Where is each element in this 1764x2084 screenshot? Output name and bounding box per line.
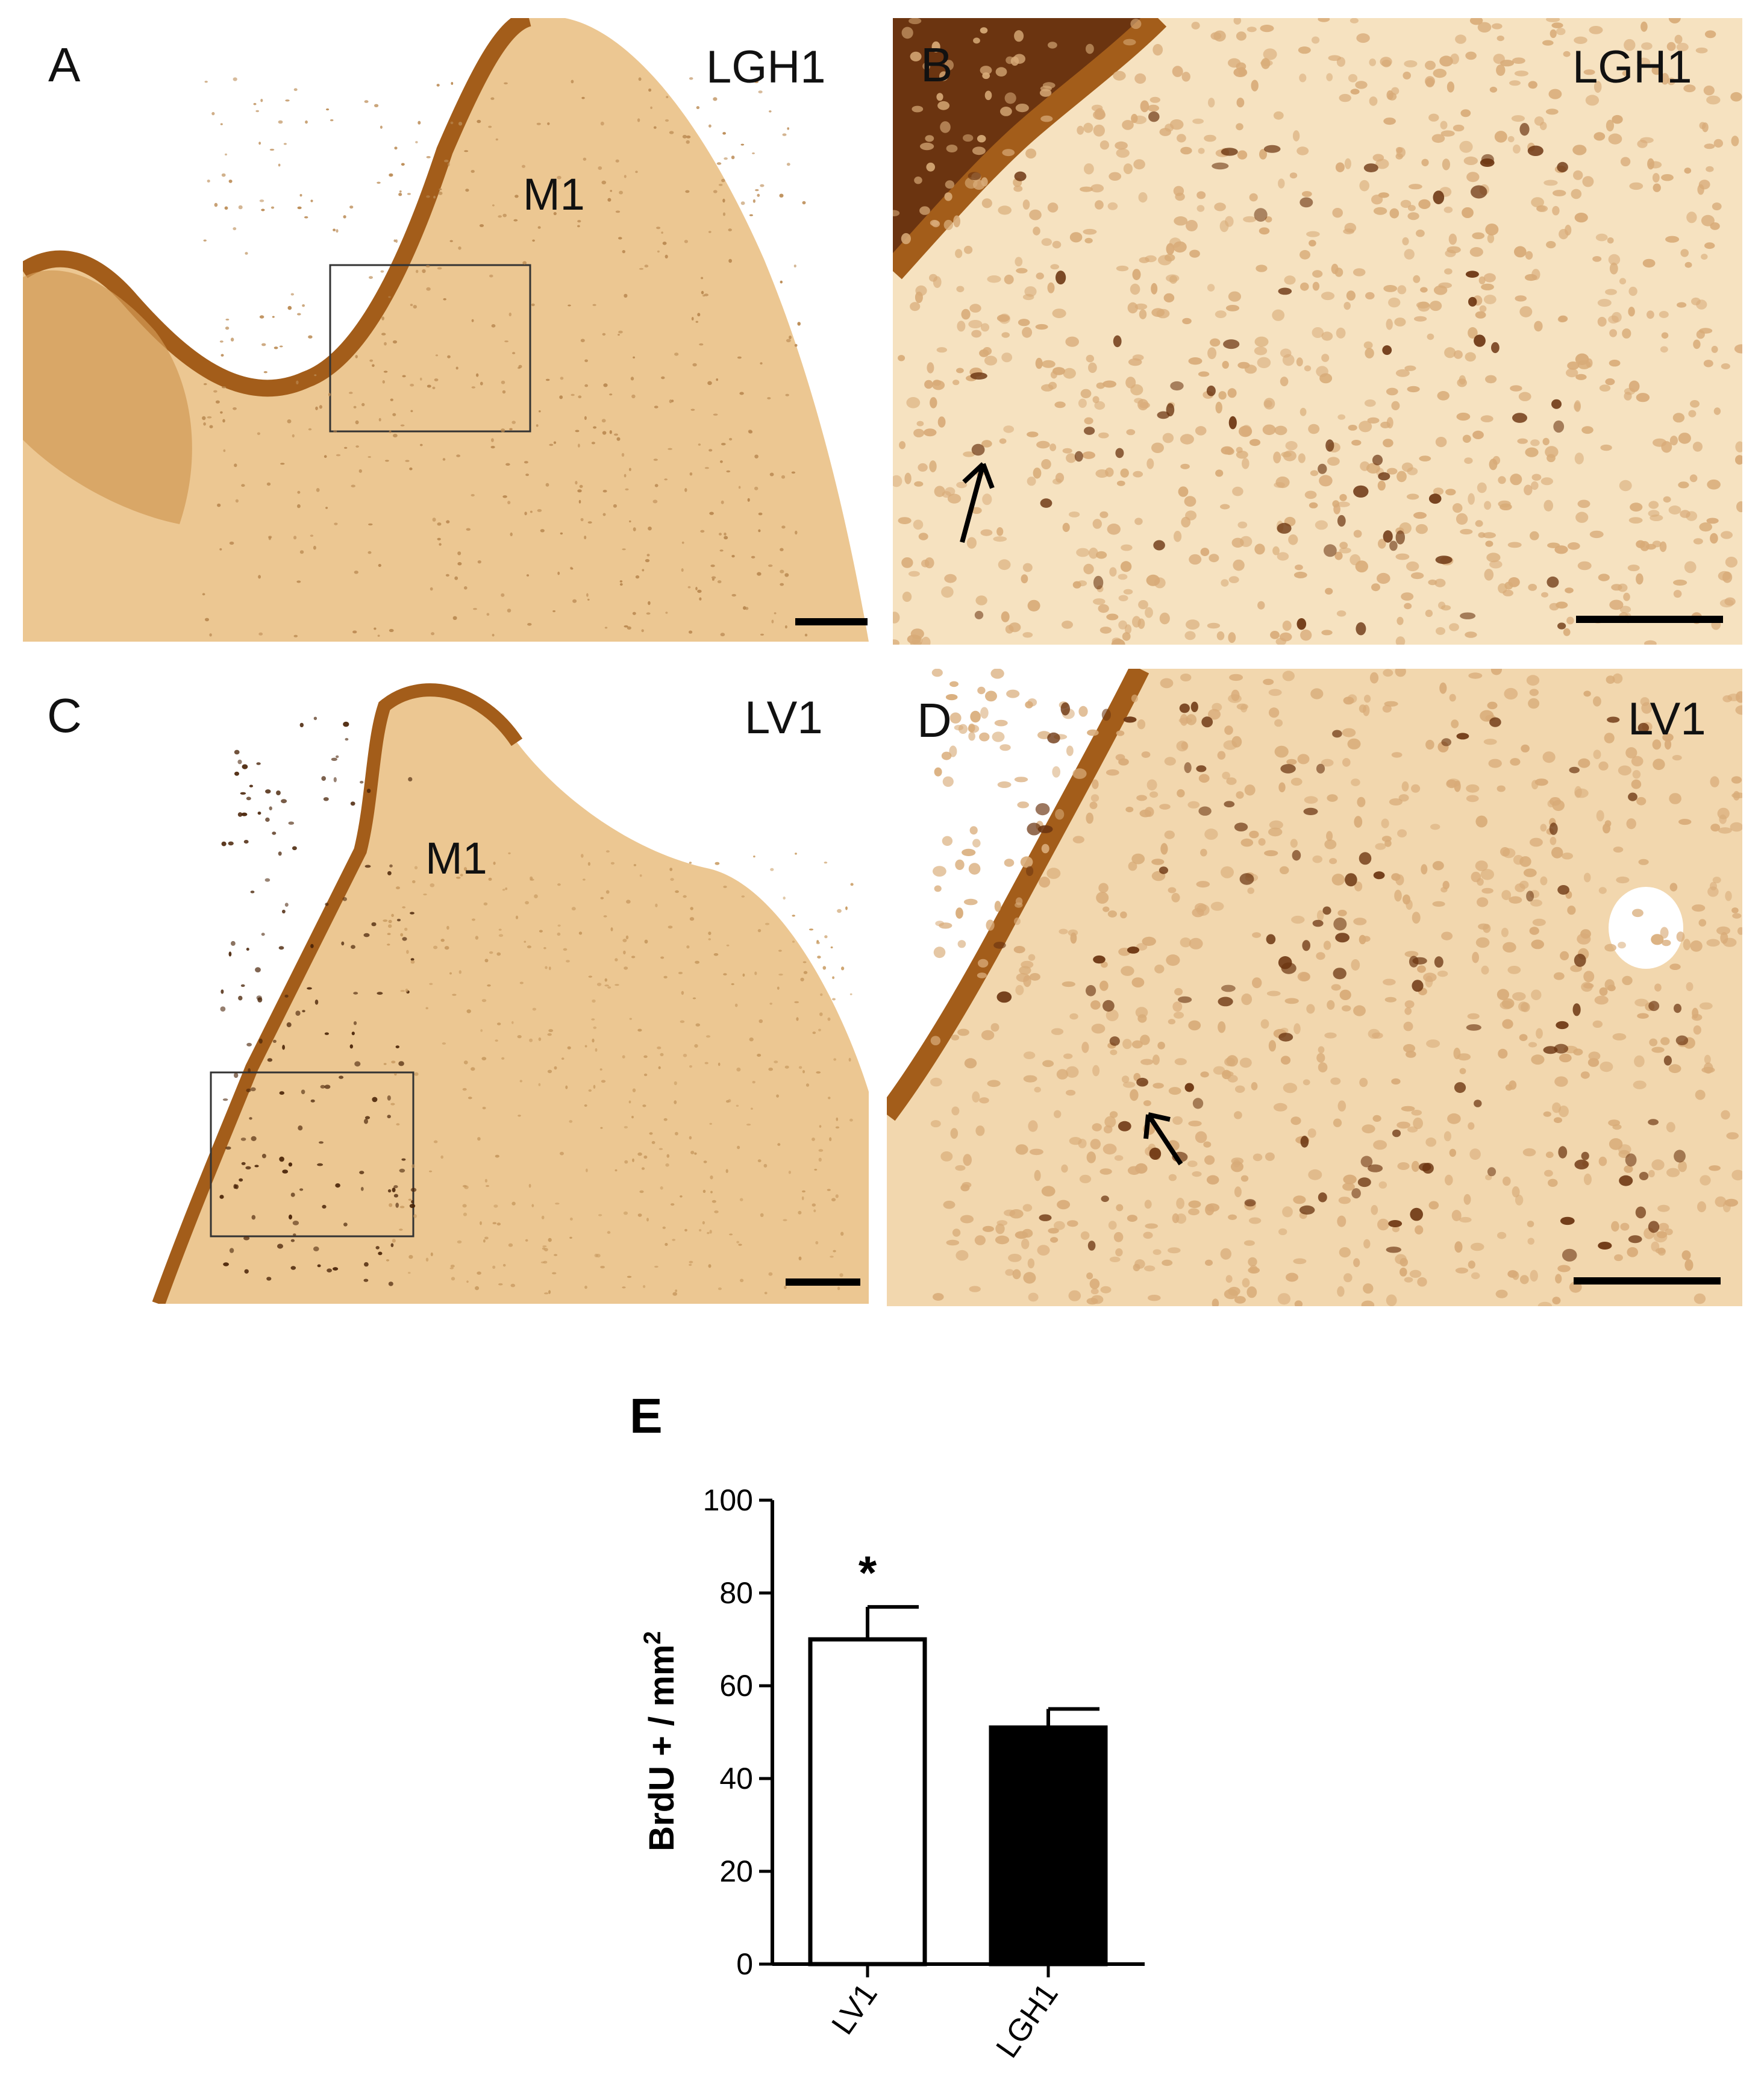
cell-speckle <box>968 111 1568 636</box>
bar-lgh1 <box>989 1725 1108 1967</box>
panel-c-tissue-section <box>158 690 869 1304</box>
panel-b-arrow <box>960 462 995 543</box>
cell-speckle <box>383 850 854 1296</box>
chart-y-axis-label: BrdU + / mm2 <box>639 1631 681 1851</box>
panel-a-micrograph <box>23 18 869 642</box>
panel-c-region-label: M1 <box>425 833 487 883</box>
cell-speckle <box>202 77 808 637</box>
x-tick-label-lgh1: LGH1 <box>989 1977 1065 2065</box>
y-tick-label: 80 <box>719 1576 753 1610</box>
panel-c-scale-bar <box>786 1278 860 1286</box>
panel-d-letter: D <box>917 693 952 747</box>
panel-a-group-label: LGH1 <box>706 42 826 93</box>
panel-c-pial-edge <box>152 683 523 1304</box>
cell-speckle <box>219 716 417 1286</box>
y-tick-label: 100 <box>703 1483 753 1517</box>
y-tick-label: 60 <box>719 1669 753 1703</box>
panel-b-micrograph <box>893 18 1742 645</box>
panel-b-pial-edge <box>893 18 1158 271</box>
panel-d-arrow <box>1143 1112 1183 1166</box>
panel-d: D LV1 <box>887 669 1742 1306</box>
cell-speckle <box>930 669 1742 1306</box>
chart-y-axis-label-text: BrdU + / mm <box>642 1645 681 1851</box>
panel-a-inset-box <box>329 264 531 433</box>
panel-a-region-label: M1 <box>523 169 585 219</box>
chart-bars: * <box>808 1546 1108 1967</box>
panel-d-micrograph <box>887 669 1742 1306</box>
panel-c-inset-box <box>210 1071 414 1238</box>
panel-a-dark-region <box>23 270 192 524</box>
y-tick-label: 20 <box>719 1854 753 1888</box>
bar-chart: E 0 20 40 60 80 100 * LV1 LGH1 BrdU + / mm2 <box>630 1389 1145 2065</box>
panel-b-group-label: LGH1 <box>1572 42 1692 93</box>
panel-b-letter: B <box>921 38 953 92</box>
panel-c-micrograph <box>152 683 869 1304</box>
panel-d-group-label: LV1 <box>1628 693 1706 745</box>
chart-y-axis-label-superscript: 2 <box>639 1631 666 1644</box>
panel-b: B LGH1 <box>893 18 1742 645</box>
panel-a-pial-edge <box>23 18 532 397</box>
panel-a-scale-bar <box>795 618 868 625</box>
panel-d-tissue-section <box>887 669 1742 1306</box>
panel-c: C LV1 M1 <box>23 670 869 1304</box>
chart-axes: 0 20 40 60 80 100 <box>703 1483 1145 1981</box>
y-tick-label: 40 <box>719 1762 753 1795</box>
cell-speckle <box>893 18 1742 645</box>
panel-a: A LGH1 M1 <box>23 18 869 642</box>
significance-marker: * <box>859 1546 877 1599</box>
panel-c-group-label: LV1 <box>745 692 823 743</box>
cell-speckle <box>993 701 1689 1262</box>
panel-d-pial-edge <box>887 669 1149 1121</box>
panel-a-letter: A <box>48 38 81 92</box>
y-tick-label: 0 <box>736 1947 753 1981</box>
panel-d-scale-bar <box>1574 1277 1721 1285</box>
bar-lv1 <box>808 1637 927 1967</box>
panel-d-vessel <box>1609 887 1683 969</box>
panel-b-scale-bar <box>1576 616 1723 623</box>
chart-panel-letter: E <box>630 1389 663 1444</box>
x-tick-label-lv1: LV1 <box>825 1977 884 2041</box>
panel-c-letter: C <box>47 689 82 742</box>
chart-x-tick-labels: LV1 LGH1 <box>825 1977 1065 2065</box>
